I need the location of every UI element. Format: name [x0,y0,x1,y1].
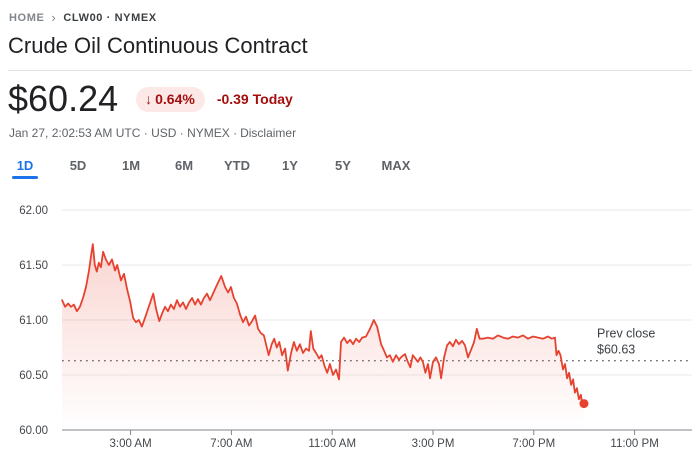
disclaimer-link[interactable]: Disclaimer [240,125,297,140]
y-axis-label: 60.00 [19,425,48,437]
x-axis-label: 11:00 PM [610,438,658,450]
breadcrumb-current: CLW00 · NYMEX [63,11,157,24]
change-percent-badge: ↓ 0.64% [136,86,205,112]
tab-1m[interactable]: 1M [121,157,141,173]
change-percent-value: 0.64% [155,90,195,107]
price-chart-svg: 62.00 61.50 61.00 60.50 60.00 3:00 AM 7:00 AM 1… [19,205,692,450]
header-divider [8,70,692,71]
prev-close-value: $60.63 [597,343,635,357]
y-axis-label: 60.50 [19,370,48,382]
x-axis-label: 7:00 PM [512,438,555,450]
change-period: Today [252,91,293,108]
quote-row: $60.24 ↓ 0.64% -0.39 Today [8,78,692,119]
chevron-right-icon: › [51,10,57,25]
price-line [61,243,585,407]
y-axis-label: 61.00 [19,315,48,327]
last-price-dot [579,398,589,408]
tab-1y[interactable]: 1Y [282,157,298,173]
change-amount: -0.39 [216,91,249,108]
page-title: Crude Oil Continuous Contract [8,33,308,58]
tab-6m[interactable]: 6M [174,157,194,173]
x-axis-label: 11:00 AM [308,438,356,450]
quote-meta-text: Jan 27, 2:02:53 AM UTC · USD · NYMEX · [9,125,238,140]
breadcrumb: HOME › CLW00 · NYMEX [0,0,692,25]
tab-1d[interactable]: 1D [7,152,43,179]
breadcrumb-home-link[interactable]: HOME [9,11,45,24]
price-chart[interactable]: 62.00 61.50 61.00 60.50 60.00 3:00 AM 7:00 AM 1… [0,195,692,467]
y-axis-label: 61.50 [19,260,48,272]
x-axis-label: 7:00 AM [210,438,252,450]
tab-5d[interactable]: 5D [69,157,87,173]
tab-5y[interactable]: 5Y [335,157,351,173]
change-amount-today: -0.39 Today [217,91,293,107]
arrow-down-icon: ↓ [145,90,153,107]
tab-ytd[interactable]: YTD [224,157,250,173]
y-axis-label: 62.00 [19,205,48,217]
range-tabs: 1D 5D 1M 6M YTD 1Y 5Y MAX [7,152,692,179]
x-axis-label: 3:00 AM [109,438,151,450]
tab-max[interactable]: MAX [381,157,411,173]
prev-close-label: Prev close [597,327,655,341]
x-axis-label: 3:00 PM [412,438,455,450]
price-area [62,243,584,430]
current-price: $60.24 [8,78,119,119]
quote-meta: Jan 27, 2:02:53 AM UTC · USD · NYMEX · Di… [9,126,692,140]
